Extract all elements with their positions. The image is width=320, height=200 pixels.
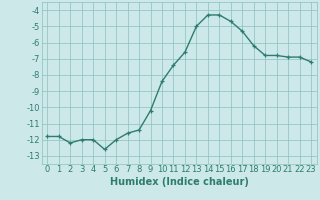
X-axis label: Humidex (Indice chaleur): Humidex (Indice chaleur)	[110, 177, 249, 187]
